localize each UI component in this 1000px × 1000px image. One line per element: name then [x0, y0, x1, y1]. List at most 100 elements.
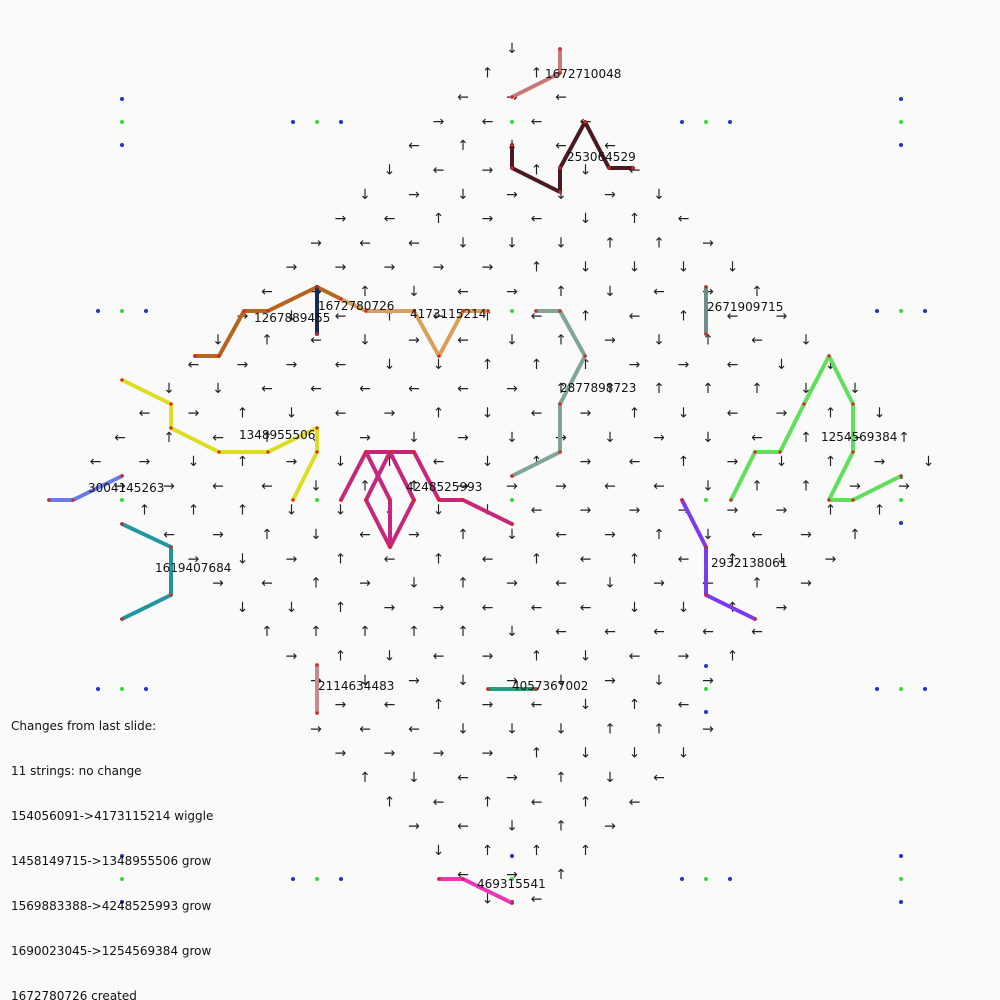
- direction-arrow: ↑: [457, 138, 469, 154]
- direction-arrow: ←: [457, 381, 469, 397]
- direction-arrow: ↑: [335, 649, 347, 665]
- direction-arrow: →: [604, 673, 616, 689]
- direction-arrow: →: [212, 527, 224, 543]
- blue-marker: [704, 664, 708, 668]
- direction-arrow: ↑: [629, 697, 641, 713]
- direction-arrow: ↓: [433, 843, 445, 859]
- vertex-marker: [315, 332, 319, 336]
- string-label: 2877898723: [560, 381, 636, 395]
- vertex-marker: [753, 617, 757, 621]
- direction-arrow: →: [286, 551, 298, 567]
- blue-marker: [899, 521, 903, 525]
- direction-arrow: ↑: [800, 478, 812, 494]
- direction-arrow: →: [702, 673, 714, 689]
- direction-arrow: ↓: [482, 454, 494, 470]
- string-label: 1254569384: [821, 430, 897, 444]
- vertex-marker: [680, 498, 684, 502]
- vertex-marker: [315, 711, 319, 715]
- changes-line: 11 strings: no change: [11, 764, 142, 778]
- direction-arrow: →: [604, 527, 616, 543]
- direction-arrow: ↓: [653, 333, 665, 349]
- direction-arrow: ←: [727, 357, 739, 373]
- vertex-marker: [120, 474, 124, 478]
- direction-arrow: ←: [653, 478, 665, 494]
- direction-arrow: →: [384, 746, 396, 762]
- direction-arrow: →: [776, 308, 788, 324]
- direction-arrow: →: [237, 357, 249, 373]
- direction-arrow: ↓: [776, 454, 788, 470]
- direction-arrow: ↑: [702, 333, 714, 349]
- direction-arrow: ↑: [163, 430, 175, 446]
- direction-arrow: →: [653, 576, 665, 592]
- string-label: 2114634483: [318, 679, 394, 693]
- string-label: 3004145263: [88, 481, 164, 495]
- direction-arrow: →: [286, 649, 298, 665]
- direction-arrow: ←: [751, 527, 763, 543]
- green-marker: [899, 687, 903, 691]
- direction-arrow: ↓: [678, 746, 690, 762]
- blue-marker: [728, 120, 732, 124]
- direction-arrow: ↓: [506, 527, 518, 543]
- direction-arrow: ←: [629, 794, 641, 810]
- direction-arrow: ↑: [555, 819, 567, 835]
- direction-arrow: ↓: [702, 430, 714, 446]
- vertex-marker: [510, 95, 514, 99]
- string-path-2932138061: [680, 498, 757, 621]
- direction-arrow: ↑: [482, 794, 494, 810]
- direction-arrow: ↑: [261, 333, 273, 349]
- vertex-marker: [412, 309, 416, 313]
- direction-arrow: →: [506, 576, 518, 592]
- string-paths: [47, 47, 903, 905]
- direction-arrow: ↑: [898, 430, 910, 446]
- direction-arrow: →: [408, 333, 420, 349]
- vertex-marker: [510, 474, 514, 478]
- blue-marker: [899, 900, 903, 904]
- direction-arrow: ←: [408, 235, 420, 251]
- vertex-marker: [510, 901, 514, 905]
- direction-arrow: →: [580, 503, 592, 519]
- changes-line: 1672780726 created: [11, 989, 137, 1000]
- direction-arrow: ↑: [653, 721, 665, 737]
- direction-arrow: ↓: [188, 454, 200, 470]
- direction-arrow: ←: [678, 697, 690, 713]
- direction-arrow: →: [727, 454, 739, 470]
- direction-arrow: →: [580, 406, 592, 422]
- changes-line: Changes from last slide:: [11, 719, 157, 733]
- string-label: 4248525993: [406, 480, 482, 494]
- vertex-marker: [558, 190, 562, 194]
- direction-arrow: ↑: [531, 260, 543, 276]
- direction-arrow: ↓: [874, 406, 886, 422]
- direction-arrow: →: [506, 478, 518, 494]
- direction-arrow: →: [506, 770, 518, 786]
- direction-arrow: ↓: [506, 235, 518, 251]
- changes-line: 1690023045->1254569384 grow: [11, 944, 212, 958]
- direction-arrow: →: [212, 576, 224, 592]
- direction-arrow: ↓: [408, 430, 420, 446]
- direction-arrow: ↑: [751, 478, 763, 494]
- direction-arrow: →: [457, 430, 469, 446]
- direction-arrow: ↓: [237, 551, 249, 567]
- direction-arrow: ↑: [629, 211, 641, 227]
- direction-arrow: ↓: [482, 892, 494, 908]
- vertex-marker: [558, 309, 562, 313]
- direction-arrow: ←: [114, 430, 126, 446]
- direction-arrow: ↓: [629, 746, 641, 762]
- vertex-marker: [315, 450, 319, 454]
- vertex-marker: [558, 402, 562, 406]
- direction-arrow: ↓: [678, 600, 690, 616]
- vertex-marker: [339, 297, 343, 301]
- direction-arrow: ↓: [286, 406, 298, 422]
- green-marker: [899, 877, 903, 881]
- vertex-marker: [851, 498, 855, 502]
- direction-arrow: ←: [580, 600, 592, 616]
- direction-arrow: ↑: [359, 478, 371, 494]
- vertex-marker: [388, 450, 392, 454]
- direction-arrow: ←: [629, 308, 641, 324]
- vertex-marker: [704, 593, 708, 597]
- direction-arrow: ↓: [506, 41, 518, 57]
- direction-arrow: ↑: [653, 235, 665, 251]
- direction-arrow: ←: [580, 551, 592, 567]
- direction-arrow: ↓: [457, 673, 469, 689]
- direction-arrow: →: [286, 454, 298, 470]
